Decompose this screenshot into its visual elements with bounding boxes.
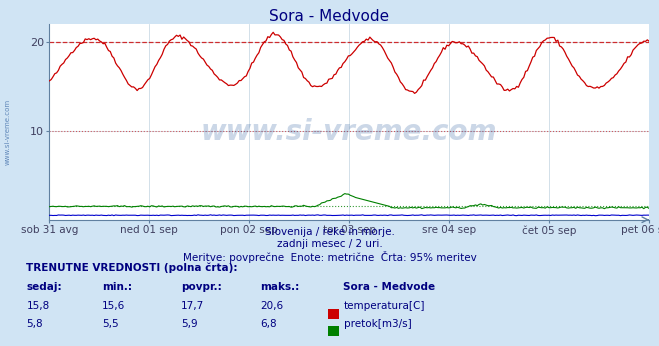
Text: maks.:: maks.:: [260, 282, 300, 292]
Text: 5,8: 5,8: [26, 319, 43, 329]
Text: www.si-vreme.com: www.si-vreme.com: [5, 98, 11, 165]
Text: 17,7: 17,7: [181, 301, 204, 311]
Text: 6,8: 6,8: [260, 319, 277, 329]
Text: 5,5: 5,5: [102, 319, 119, 329]
Text: min.:: min.:: [102, 282, 132, 292]
Text: Sora - Medvode: Sora - Medvode: [343, 282, 435, 292]
Text: Meritve: povprečne  Enote: metrične  Črta: 95% meritev: Meritve: povprečne Enote: metrične Črta:…: [183, 251, 476, 263]
Text: TRENUTNE VREDNOSTI (polna črta):: TRENUTNE VREDNOSTI (polna črta):: [26, 263, 238, 273]
Text: zadnji mesec / 2 uri.: zadnji mesec / 2 uri.: [277, 239, 382, 249]
Text: temperatura[C]: temperatura[C]: [344, 301, 426, 311]
Text: Sora - Medvode: Sora - Medvode: [270, 9, 389, 24]
Text: pretok[m3/s]: pretok[m3/s]: [344, 319, 412, 329]
Text: Slovenija / reke in morje.: Slovenija / reke in morje.: [264, 227, 395, 237]
Text: 20,6: 20,6: [260, 301, 283, 311]
Text: sedaj:: sedaj:: [26, 282, 62, 292]
Text: povpr.:: povpr.:: [181, 282, 222, 292]
Text: www.si-vreme.com: www.si-vreme.com: [201, 118, 498, 146]
Text: 15,6: 15,6: [102, 301, 125, 311]
Text: 15,8: 15,8: [26, 301, 49, 311]
Text: 5,9: 5,9: [181, 319, 198, 329]
